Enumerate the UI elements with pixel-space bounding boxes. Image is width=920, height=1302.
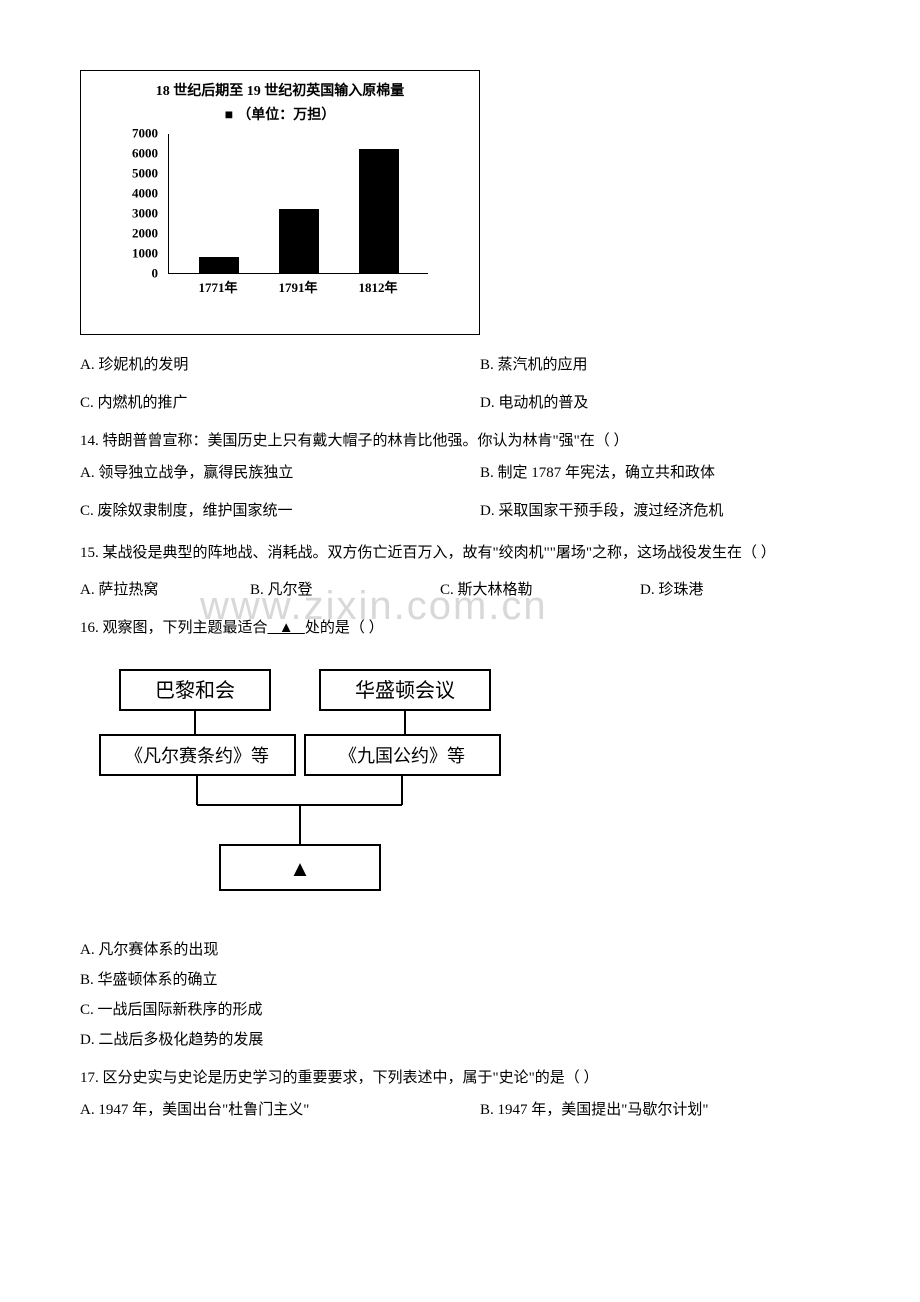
diagram-svg: 巴黎和会 华盛顿会议 《凡尔赛条约》等 《九国公约》等 ▲	[90, 660, 510, 910]
chart-bar	[199, 257, 239, 273]
q17-options-row1: A. 1947 年，美国出台"杜鲁门主义" B. 1947 年，美国提出"马歇尔…	[80, 1098, 840, 1122]
q14-options-row1: A. 领导独立战争，赢得民族独立 B. 制定 1787 年宪法，确立共和政体	[80, 461, 840, 485]
chart-title: 18 世纪后期至 19 世纪初英国输入原棉量	[91, 81, 469, 103]
q17-text: 17. 区分史实与史论是历史学习的重要要求，下列表述中，属于"史论"的是（ ）	[80, 1066, 840, 1090]
y-tick-label: 7000	[132, 123, 158, 144]
y-tick-label: 6000	[132, 143, 158, 164]
q16-option-b: B. 华盛顿体系的确立	[80, 968, 840, 992]
y-tick-label: 4000	[132, 183, 158, 204]
q14-text: 14. 特朗普曾宣称：美国历史上只有戴大帽子的林肯比他强。你认为林肯"强"在（ …	[80, 429, 840, 453]
q13-option-c: C. 内燃机的推广	[80, 391, 480, 415]
q16-diagram: 巴黎和会 华盛顿会议 《凡尔赛条约》等 《九国公约》等 ▲	[90, 660, 840, 918]
diagram-mid-left: 《凡尔赛条约》等	[125, 746, 269, 766]
q16-blank: ▲	[268, 620, 305, 636]
q16-text-post: 处的是（ ）	[305, 620, 384, 636]
q14-option-a: A. 领导独立战争，赢得民族独立	[80, 461, 480, 485]
q16-text: 16. 观察图，下列主题最适合 ▲ 处的是（ ）	[80, 616, 840, 640]
chart-plot	[168, 134, 428, 274]
x-tick-label: 1812年	[358, 278, 397, 299]
q13-options-row1: A. 珍妮机的发明 B. 蒸汽机的应用	[80, 353, 840, 377]
y-tick-label: 0	[152, 263, 159, 284]
q14-option-c: C. 废除奴隶制度，维护国家统一	[80, 499, 480, 523]
q13-option-d: D. 电动机的普及	[480, 391, 840, 415]
y-tick-label: 1000	[132, 243, 158, 264]
chart-bar	[279, 209, 319, 273]
diagram-top-right: 华盛顿会议	[355, 679, 455, 702]
q15-option-d: D. 珍珠港	[640, 578, 840, 602]
chart-container: 18 世纪后期至 19 世纪初英国输入原棉量 （单位：万担） 010002000…	[80, 70, 480, 335]
diagram-mid-right: 《九国公约》等	[339, 746, 465, 766]
q14-option-b: B. 制定 1787 年宪法，确立共和政体	[480, 461, 840, 485]
q14-option-d: D. 采取国家干预手段，渡过经济危机	[480, 499, 840, 523]
q13-options-row2: C. 内燃机的推广 D. 电动机的普及	[80, 391, 840, 415]
q15-options: A. 萨拉热窝 B. 凡尔登 C. 斯大林格勒 D. 珍珠港	[80, 578, 840, 602]
q15-option-a: A. 萨拉热窝	[80, 578, 250, 602]
q16-text-pre: 16. 观察图，下列主题最适合	[80, 620, 268, 636]
y-tick-label: 3000	[132, 203, 158, 224]
q13-option-b: B. 蒸汽机的应用	[480, 353, 840, 377]
q14-options-row2: C. 废除奴隶制度，维护国家统一 D. 采取国家干预手段，渡过经济危机	[80, 499, 840, 523]
q16-option-a: A. 凡尔赛体系的出现	[80, 938, 840, 962]
q13-option-a: A. 珍妮机的发明	[80, 353, 480, 377]
q16-option-d: D. 二战后多极化趋势的发展	[80, 1028, 840, 1052]
q17-option-b: B. 1947 年，美国提出"马歇尔计划"	[480, 1098, 840, 1122]
diagram-top-left: 巴黎和会	[155, 679, 235, 702]
y-tick-label: 5000	[132, 163, 158, 184]
q15-option-c: C. 斯大林格勒	[440, 578, 640, 602]
chart-bar	[359, 149, 399, 273]
y-tick-label: 2000	[132, 223, 158, 244]
y-axis-labels: 01000200030004000500060007000	[120, 134, 164, 274]
chart-area: 01000200030004000500060007000 1771年1791年…	[120, 134, 440, 294]
q15-text: 15. 某战役是典型的阵地战、消耗战。双方伤亡近百万入，故有"绞肉机""屠场"之…	[80, 537, 840, 570]
q17-option-a: A. 1947 年，美国出台"杜鲁门主义"	[80, 1098, 480, 1122]
x-tick-label: 1771年	[198, 278, 237, 299]
x-tick-label: 1791年	[278, 278, 317, 299]
q16-option-c: C. 一战后国际新秩序的形成	[80, 998, 840, 1022]
q15-option-b: B. 凡尔登	[250, 578, 440, 602]
diagram-bottom: ▲	[289, 856, 311, 881]
